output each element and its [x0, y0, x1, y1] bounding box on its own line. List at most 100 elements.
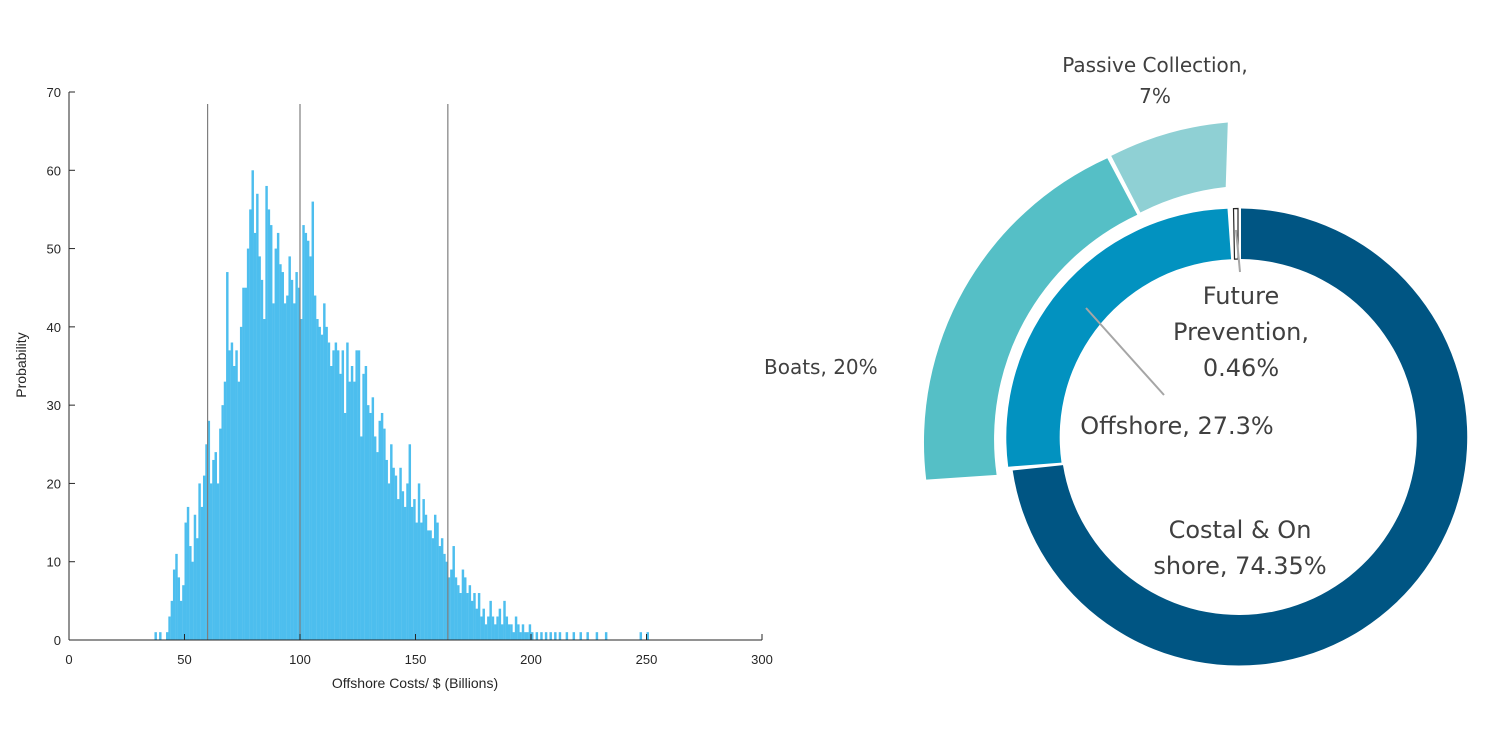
- histogram-bar: [311, 201, 315, 640]
- histogram-bar: [394, 475, 398, 640]
- histogram-axes: [68, 91, 763, 641]
- histogram-bar: [517, 624, 520, 640]
- histogram-bar: [510, 624, 513, 640]
- histogram-bar: [473, 593, 476, 640]
- future-prevention-percent: 0.46%: [1203, 354, 1279, 382]
- histogram-bar: [524, 632, 527, 640]
- future-prevention-leader: [1235, 229, 1241, 273]
- histogram-bar: [272, 303, 275, 640]
- histogram-bar: [452, 546, 455, 640]
- histogram-bar: [646, 632, 649, 640]
- histogram-bar: [209, 483, 213, 640]
- passive-collection-label: Passive Collection,: [1062, 53, 1248, 77]
- histogram-bar: [189, 546, 192, 640]
- future-prevention-label: Future: [1203, 282, 1279, 310]
- histogram-bar: [186, 506, 190, 640]
- histogram-bar: [477, 593, 481, 640]
- histogram-bar: [604, 632, 608, 640]
- boats-slice: [923, 158, 1138, 480]
- passive-collection-percent: 7%: [1139, 84, 1171, 108]
- histogram-bar: [443, 553, 446, 640]
- histogram-bar: [182, 585, 185, 640]
- y-tick-label: 40: [47, 320, 61, 335]
- offshore-slice: [1006, 208, 1232, 467]
- histogram-bar: [507, 624, 511, 640]
- histogram-bar: [447, 577, 451, 640]
- x-tick-label: 0: [65, 652, 72, 667]
- histogram-bar: [403, 506, 407, 640]
- histogram-bar: [205, 444, 208, 640]
- histogram-bar: [230, 342, 234, 640]
- histogram-bar: [336, 350, 340, 640]
- histogram-bar: [464, 577, 467, 640]
- histogram-bar: [168, 616, 171, 640]
- y-tick-label: 0: [54, 633, 61, 648]
- donut-chart: Passive Collection, 7% Boats, 20% Future…: [764, 53, 1468, 666]
- histogram-bar: [364, 366, 368, 640]
- histogram-bar: [343, 412, 347, 640]
- histogram-bar: [260, 279, 264, 640]
- histogram-bar: [500, 624, 504, 640]
- histogram-bar: [327, 342, 331, 640]
- histogram-bar: [304, 232, 308, 640]
- histogram-bar: [341, 350, 345, 640]
- histogram-bar: [216, 483, 220, 640]
- x-tick-label: 300: [751, 652, 773, 667]
- histogram-bar: [235, 350, 238, 640]
- y-tick-label: 50: [47, 242, 61, 257]
- histogram-bar: [297, 287, 301, 640]
- histogram-bar: [226, 272, 229, 640]
- histogram-bar: [445, 561, 448, 640]
- histogram-bar: [207, 420, 211, 640]
- histogram-bar: [468, 585, 472, 640]
- histogram-bar: [494, 624, 497, 640]
- histogram-bar: [274, 248, 278, 641]
- histogram-bar: [586, 632, 589, 640]
- histogram-bar: [196, 538, 199, 640]
- histogram-bar: [360, 436, 363, 640]
- histogram-bar: [300, 319, 303, 640]
- histogram-bar: [420, 522, 423, 640]
- costal-onshore-label: Costal & On: [1169, 516, 1312, 544]
- offshore-leader: [1085, 307, 1165, 396]
- x-tick-labels: 0 50 100 150 200 250 300: [65, 652, 772, 667]
- histogram-bar: [489, 600, 492, 640]
- histogram-bar: [276, 232, 280, 640]
- histogram-bar: [288, 256, 291, 640]
- histogram-bar: [399, 467, 402, 640]
- histogram-bar: [371, 397, 375, 640]
- histogram-bar: [380, 412, 384, 640]
- histogram-bar: [233, 366, 236, 640]
- histogram-bar: [540, 632, 543, 640]
- histogram-bar: [383, 428, 386, 640]
- histogram-bar: [357, 350, 361, 640]
- histogram-bar: [484, 624, 488, 640]
- histogram-bar: [424, 514, 428, 640]
- x-axis-title: Offshore Costs/ $ (Billions): [332, 675, 498, 691]
- histogram-bar: [309, 256, 312, 640]
- histogram-bar: [595, 632, 599, 640]
- histogram-bar: [154, 632, 157, 640]
- histogram-bar: [487, 616, 490, 640]
- histogram-bar: [318, 326, 321, 640]
- histogram-bar: [554, 632, 557, 640]
- histogram-bar: [346, 342, 349, 640]
- histogram-bar: [258, 256, 261, 640]
- histogram-bar: [193, 514, 197, 640]
- future-prevention-label-line2: Prevention,: [1173, 318, 1309, 346]
- histogram-bar: [470, 600, 474, 640]
- histogram-bar: [202, 475, 206, 640]
- histogram-bar: [366, 405, 370, 640]
- histogram-bar: [239, 326, 243, 640]
- histogram-bar: [295, 272, 298, 640]
- histogram-bar: [535, 632, 539, 640]
- histogram-bar: [410, 506, 414, 640]
- histogram-bar: [454, 577, 458, 640]
- histogram-bar: [397, 499, 400, 640]
- histogram-bar: [339, 373, 342, 640]
- histogram-bar: [429, 530, 432, 640]
- histogram-bar: [221, 405, 224, 640]
- histogram-bar: [179, 600, 183, 640]
- histogram-chart: 0 50 100 150 200 250 300 0 10 20 30 40 50 60 70 Offsh…: [13, 85, 773, 691]
